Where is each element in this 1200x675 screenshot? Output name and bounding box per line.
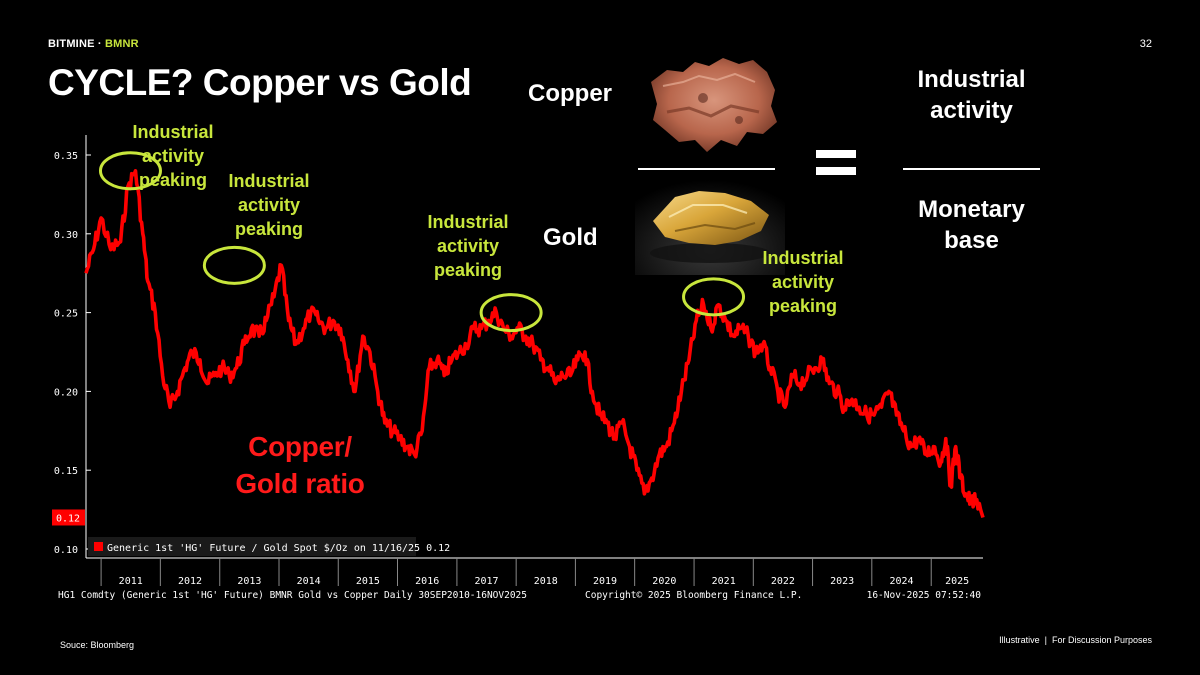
last-value-label: 0.12 [56, 513, 80, 524]
peak-annotation-1: Industrial activity peaking [118, 120, 228, 192]
peak-annotation-line: activity [237, 195, 301, 215]
peak-markers [98, 151, 746, 333]
x-tick-label: 2018 [534, 576, 558, 587]
result-numerator: Industrial activity [900, 64, 1043, 126]
x-tick-label: 2013 [237, 576, 261, 587]
disclaimer: Illustrative | For Discussion Purposes [999, 635, 1152, 645]
chart-source-left: HG1 Comdty (Generic 1st 'HG' Future) BMN… [58, 590, 527, 601]
chart-source-right: 16-Nov-2025 07:52:40 [867, 590, 982, 601]
equals-sign-icon [816, 150, 856, 184]
result-denominator-line-2: base [944, 227, 999, 254]
x-tick-label: 2021 [712, 576, 736, 587]
peak-annotation-line: Industrial [427, 212, 509, 232]
disclaimer-right: For Discussion Purposes [1051, 635, 1152, 645]
peak-annotation-4: Industrial activity peaking [748, 246, 858, 318]
y-tick-label: 0.30 [54, 230, 78, 241]
peak-annotation-3: Industrial activity peaking [413, 210, 523, 282]
peak-annotation-2: Industrial activity peaking [214, 169, 324, 241]
x-tick-label: 2024 [889, 576, 913, 587]
series-line [84, 169, 985, 519]
x-tick-label: 2020 [652, 576, 676, 587]
y-tick-label: 0.15 [54, 466, 78, 477]
peak-annotation-line: Industrial [132, 122, 214, 142]
chart-axes: 0.10 0.15 0.20 0.25 0.30 0.35 0.12 2011 2012 2013… [52, 135, 983, 601]
result-numerator-line-1: Industrial [917, 66, 1026, 93]
x-tick-label: 2014 [297, 576, 321, 587]
last-value-badge [52, 509, 85, 526]
legend-swatch [94, 542, 103, 551]
chart-series [84, 169, 985, 519]
peak-annotation-line: peaking [768, 296, 838, 316]
x-tick-label: 2023 [830, 576, 854, 587]
copper-label: Copper [528, 80, 612, 107]
page-number: 32 [1139, 38, 1152, 50]
series-callout-line-1: Copper/ [248, 431, 352, 462]
brand-name: BITMINE [48, 38, 95, 50]
y-tick-label: 0.20 [54, 387, 78, 398]
x-tick-label: 2025 [945, 576, 969, 587]
x-tick-label: 2012 [178, 576, 202, 587]
disclaimer-separator: | [1044, 635, 1047, 645]
peak-ellipse [479, 293, 543, 333]
fraction-line-right [903, 168, 1040, 170]
peak-ellipse [682, 277, 746, 317]
peak-annotation-line: peaking [234, 219, 304, 239]
chart-source-mid: Copyright© 2025 Bloomberg Finance L.P. [585, 590, 802, 601]
x-tick-label: 2022 [771, 576, 795, 587]
gold-nugget-image [635, 175, 785, 275]
copper-nugget-image [651, 58, 777, 152]
peak-annotation-line: activity [141, 146, 205, 166]
fraction-line-left [638, 168, 775, 170]
peak-annotation-line: peaking [138, 170, 208, 190]
gold-label: Gold [543, 224, 598, 251]
series-callout-line-2: Gold ratio [235, 468, 365, 499]
page-title: CYCLE? Copper vs Gold [48, 62, 472, 103]
legend-text: Generic 1st 'HG' Future / Gold Spot $/Oz… [107, 543, 450, 554]
peak-annotation-line: Industrial [762, 248, 844, 268]
result-numerator-line-2: activity [930, 97, 1013, 124]
peak-ellipse [202, 245, 266, 285]
legend-box [88, 537, 416, 556]
brand-header: BITMINE · BMNR [48, 38, 139, 50]
y-tick-label: 0.35 [54, 151, 78, 162]
source-note: Souce: Bloomberg [60, 640, 135, 650]
y-tick-label: 0.25 [54, 309, 78, 320]
y-tick-label: 0.10 [54, 545, 78, 556]
x-tick-label: 2016 [415, 576, 439, 587]
result-denominator: Monetary base [900, 194, 1043, 256]
x-tick-label: 2015 [356, 576, 380, 587]
peak-annotation-line: Industrial [228, 171, 310, 191]
series-callout: Copper/ Gold ratio [210, 428, 390, 502]
brand-ticker: BMNR [105, 38, 139, 50]
x-tick-label: 2011 [119, 576, 143, 587]
peak-annotation-line: peaking [433, 260, 503, 280]
disclaimer-left: Illustrative [999, 635, 1040, 645]
x-tick-label: 2017 [474, 576, 498, 587]
peak-annotation-line: activity [436, 236, 500, 256]
peak-ellipse [98, 151, 162, 191]
peak-annotation-line: activity [771, 272, 835, 292]
result-denominator-line-1: Monetary [918, 196, 1025, 223]
brand-separator: · [94, 38, 106, 50]
x-tick-label: 2019 [593, 576, 617, 587]
